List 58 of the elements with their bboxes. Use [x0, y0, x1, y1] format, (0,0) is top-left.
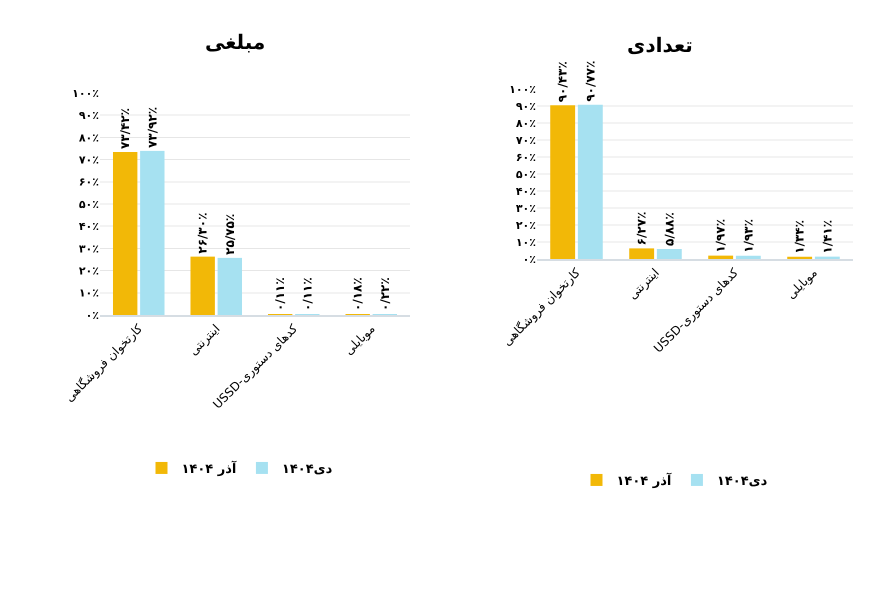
data-label: ۰/۱۱٪ — [300, 277, 314, 311]
x-tick-label: کارتخوان فروشگاهی — [500, 265, 584, 349]
y-tick-label: ۱۰۰٪ — [509, 82, 536, 96]
bar — [140, 150, 165, 315]
bar — [190, 256, 215, 315]
y-tick-label: ۴۰٪ — [78, 220, 99, 234]
y-tick-label: ۸۰٪ — [516, 116, 536, 130]
y-tick-label: ۲۰٪ — [516, 218, 536, 232]
x-tick-label: موبایلی — [784, 266, 820, 302]
y-tick-label: ۶۰٪ — [78, 176, 99, 189]
data-label: ۹۰/۷۷٪ — [583, 60, 598, 102]
y-tick-label: ۶۰٪ — [516, 150, 536, 164]
data-label: ۲۵/۷۵٪ — [222, 214, 237, 255]
data-label: ۹۰/۴۳٪ — [556, 61, 570, 102]
data-label: ۲۶/۳۰٪ — [196, 212, 210, 254]
data-label: ۷۳/۴۲٪ — [118, 108, 132, 150]
chart-title: تعدادی — [627, 33, 693, 57]
data-label: ۰/۱۸٪ — [350, 277, 365, 311]
bar — [708, 256, 734, 259]
legend-label: دی۱۴۰۴ — [282, 462, 333, 478]
bar — [578, 104, 603, 259]
y-tick-label: ۱۰٪ — [78, 286, 99, 300]
data-label: ۱/۳۴٪ — [792, 220, 807, 254]
y-tick-label: ۱۰٪ — [516, 236, 536, 249]
bar — [736, 256, 761, 259]
data-label: ۱/۴۱٪ — [820, 220, 834, 254]
y-tick-label: ۰٪ — [86, 308, 99, 322]
y-tick-label: ۳۰٪ — [516, 202, 536, 215]
bar — [218, 258, 242, 315]
y-tick-label: ۳۰٪ — [78, 242, 99, 256]
legend-label: آذر ۱۴۰۴ — [616, 472, 672, 490]
x-tick-label: موبایلی — [342, 322, 378, 358]
bar — [656, 249, 682, 259]
y-tick-label: ۸۰٪ — [78, 131, 99, 144]
y-tick-label: ۵۰٪ — [516, 168, 536, 181]
data-label: ۱/۹۷٪ — [714, 218, 728, 253]
data-label: ۷۳/۹۲٪ — [145, 106, 160, 148]
y-tick-label: ۹۰٪ — [78, 109, 99, 122]
y-tick-label: ۹۰٪ — [516, 100, 536, 113]
y-tick-label: ۴۰٪ — [516, 184, 536, 198]
y-tick-label: ۵۰٪ — [78, 198, 99, 211]
data-label: ۰/۲۲٪ — [378, 277, 392, 311]
bar — [112, 152, 138, 315]
bar — [629, 248, 654, 259]
data-label: ۰/۱۱٪ — [273, 277, 288, 311]
y-tick-label: ۷۰٪ — [78, 153, 99, 166]
y-tick-label: ۲۰٪ — [78, 264, 99, 278]
x-tick-label: کارتخوان فروشگاهی — [62, 321, 146, 405]
y-tick-label: ۰٪ — [522, 252, 536, 266]
legend-label: آذر ۱۴۰۴ — [182, 460, 237, 478]
y-tick-label: ۱۰۰٪ — [72, 86, 99, 100]
data-label: ۵/۸۸٪ — [662, 212, 676, 246]
y-tick-label: ۷۰٪ — [516, 134, 536, 147]
data-label: ۶/۲۷٪ — [634, 212, 649, 246]
bar — [550, 105, 576, 259]
chart-title: مبلغی — [205, 30, 266, 54]
data-label: ۱/۹۳٪ — [741, 219, 756, 253]
legend-label: دی۱۴۰۴ — [716, 474, 768, 490]
